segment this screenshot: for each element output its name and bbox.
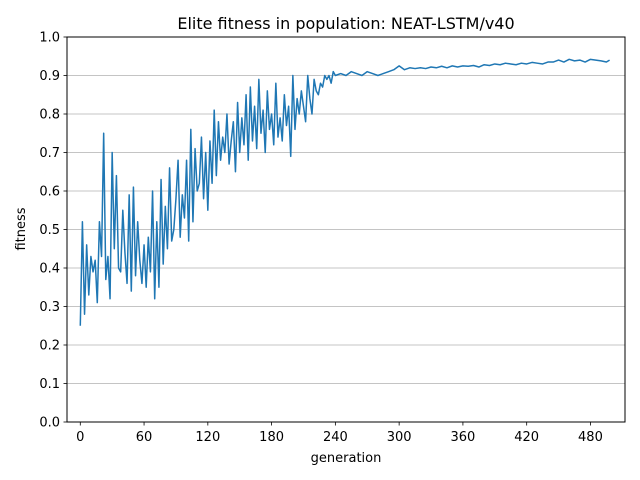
y-tick-label: 0.8 (39, 108, 60, 123)
series-line (79, 58, 610, 326)
x-tick-label: 360 (451, 430, 476, 445)
y-tick-label: 0.0 (39, 416, 60, 431)
y-tick-label: 0.9 (39, 69, 60, 84)
y-tick-label: 0.1 (39, 377, 60, 392)
x-axis-label: generation (311, 451, 382, 466)
x-axis-ticks: 0 60 120 180 240 300 360 420 480 (76, 422, 603, 445)
y-tick-label: 0.2 (39, 339, 60, 354)
x-tick-label: 180 (259, 430, 284, 445)
y-tick-label: 0.4 (39, 262, 60, 277)
y-tick-label: 0.3 (39, 300, 60, 315)
x-tick-label: 240 (323, 430, 348, 445)
x-tick-label: 60 (136, 430, 153, 445)
y-axis-label: fitness (14, 207, 29, 250)
y-tick-label: 0.6 (39, 185, 60, 200)
y-tick-label: 1.0 (39, 31, 60, 46)
x-tick-label: 0 (76, 430, 84, 445)
x-tick-label: 420 (514, 430, 539, 445)
series-group (79, 58, 610, 326)
x-tick-label: 300 (387, 430, 412, 445)
y-tick-label: 0.7 (39, 146, 60, 161)
chart-title: Elite fitness in population: NEAT-LSTM/v… (177, 14, 514, 33)
y-axis-ticks: 0.0 0.1 0.2 0.3 0.4 0.5 0.6 0.7 0.8 0.9 1.0 (39, 31, 67, 431)
x-tick-label: 120 (195, 430, 220, 445)
x-tick-label: 480 (578, 430, 603, 445)
y-tick-label: 0.5 (39, 223, 60, 238)
